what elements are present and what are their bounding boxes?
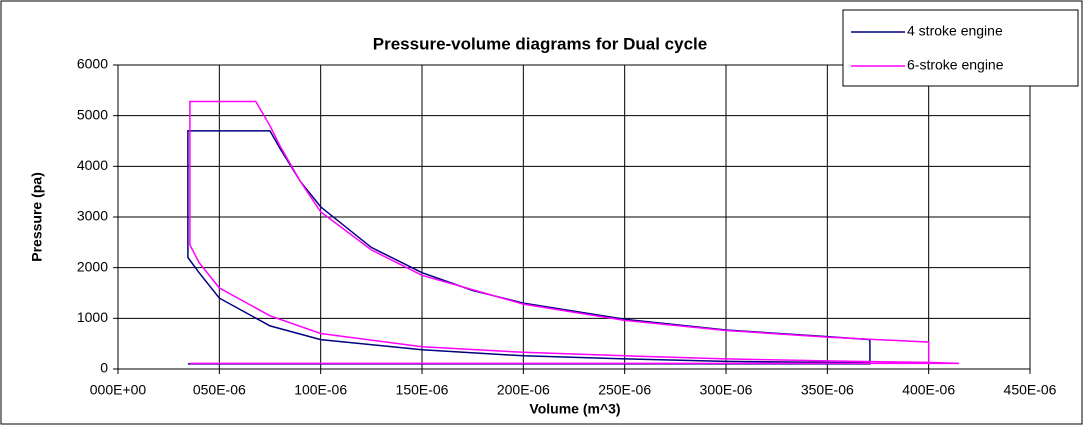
x-tick-label: 000E+00	[90, 382, 147, 398]
x-tick-label: 400E-06	[902, 382, 955, 398]
series-line	[187, 130, 871, 365]
y-tick-label: 4000	[77, 157, 108, 173]
x-axis-label: Volume (m^3)	[529, 401, 620, 417]
x-tick-label: 200E-06	[497, 382, 550, 398]
x-tick-label: 150E-06	[396, 382, 449, 398]
chart-title: Pressure-volume diagrams for Dual cycle	[373, 34, 707, 53]
y-tick-label: 3000	[77, 208, 108, 224]
y-axis-label: Pressure (pa)	[29, 172, 45, 261]
legend-label: 4 stroke engine	[907, 23, 1003, 39]
y-tick-label: 2000	[77, 258, 108, 274]
x-tick-label: 450E-06	[1004, 382, 1057, 398]
x-tick-label: 250E-06	[598, 382, 651, 398]
x-tick-label: 300E-06	[700, 382, 753, 398]
y-tick-label: 0	[100, 360, 108, 376]
series-line	[189, 100, 960, 365]
y-tick-label: 5000	[77, 106, 108, 122]
legend-label: 6-stroke engine	[907, 57, 1004, 73]
legend-box	[842, 9, 1079, 87]
x-tick-label: 100E-06	[294, 382, 347, 398]
y-tick-label: 6000	[77, 56, 108, 72]
y-tick-label: 1000	[77, 309, 108, 325]
x-tick-label: 350E-06	[801, 382, 854, 398]
x-tick-label: 050E-06	[193, 382, 246, 398]
